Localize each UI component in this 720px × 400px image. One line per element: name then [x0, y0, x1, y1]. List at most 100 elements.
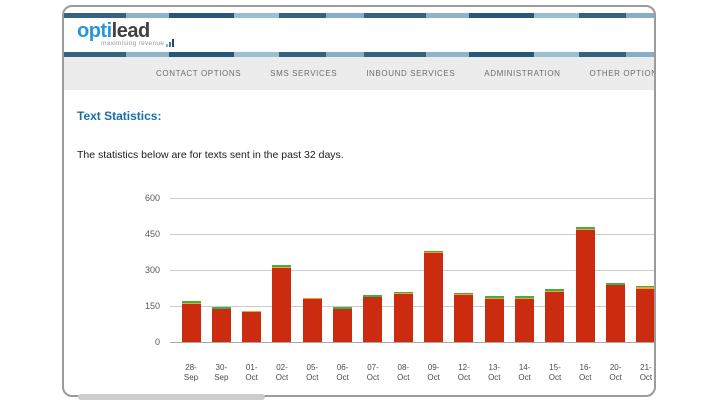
- logo-tagline: maximising revenue: [101, 40, 165, 47]
- main-navigation: CONTACT OPTIONS SMS SERVICES INBOUND SER…: [64, 57, 654, 90]
- red-segment: [575, 229, 595, 342]
- red-segment: [545, 292, 565, 342]
- x-tick-label-08-Oct: 08- Oct: [397, 363, 410, 382]
- x-tick-label-13-Oct: 13- Oct: [488, 363, 501, 382]
- gridline-0: [170, 342, 654, 343]
- green-segment: [606, 283, 626, 285]
- y-tick-label-300: 300: [144, 265, 160, 275]
- nav-item-other-options[interactable]: OTHER OPTIONS: [589, 69, 654, 78]
- green-segment: [181, 301, 201, 303]
- green-segment: [363, 295, 383, 297]
- orange-segment: [575, 228, 595, 230]
- red-segment: [363, 297, 383, 342]
- plot-area: [170, 198, 654, 343]
- bar-15-Oct[interactable]: [545, 289, 565, 342]
- x-tick-label-01-Oct: 01- Oct: [245, 363, 258, 382]
- horizontal-scrollbar-thumb[interactable]: [78, 394, 265, 400]
- bar-06-Oct[interactable]: [333, 307, 353, 342]
- nav-item-inbound-services[interactable]: INBOUND SERVICES: [366, 69, 456, 78]
- orange-segment: [272, 266, 292, 269]
- red-segment: [393, 293, 413, 342]
- orange-segment: [242, 310, 262, 313]
- x-tick-label-12-Oct: 12- Oct: [457, 363, 471, 382]
- orange-segment: [484, 297, 504, 299]
- logo-text-opti: opti: [77, 20, 112, 42]
- orange-segment: [636, 287, 654, 289]
- x-tick-label-07-Oct: 07- Oct: [366, 363, 380, 382]
- nav-item-sms-services[interactable]: SMS SERVICES: [270, 69, 338, 78]
- green-segment: [272, 265, 292, 267]
- y-tick-label-150: 150: [144, 301, 160, 311]
- y-tick-label-600: 600: [144, 193, 160, 203]
- bar-16-Oct[interactable]: [575, 226, 595, 342]
- x-tick-label-14-Oct: 14- Oct: [518, 363, 531, 382]
- orange-segment: [181, 302, 201, 305]
- bar-21-Oct[interactable]: [636, 285, 654, 342]
- red-segment: [272, 268, 292, 342]
- gridline-450: [170, 234, 654, 235]
- logo-text: optilead: [77, 20, 174, 42]
- gridline-600: [170, 198, 654, 199]
- orange-segment: [454, 294, 474, 295]
- orange-segment: [545, 290, 565, 293]
- x-tick-label-15-Oct: 15- Oct: [548, 363, 562, 382]
- x-tick-label-06-Oct: 06- Oct: [336, 363, 349, 382]
- orange-segment: [302, 297, 322, 300]
- bar-09-Oct[interactable]: [424, 250, 444, 342]
- green-segment: [515, 296, 535, 298]
- red-segment: [636, 288, 654, 342]
- nav-item-administration[interactable]: ADMINISTRATION: [484, 69, 561, 78]
- red-segment: [454, 294, 474, 342]
- bar-chart-icon: [166, 39, 175, 47]
- bar-05-Oct[interactable]: [302, 297, 322, 342]
- red-segment: [515, 298, 535, 342]
- red-segment: [333, 308, 353, 342]
- bar-13-Oct[interactable]: [484, 296, 504, 342]
- optilead-logo[interactable]: optilead maximising revenue: [77, 20, 175, 47]
- nav-item-contact-options[interactable]: CONTACT OPTIONS: [156, 69, 242, 78]
- orange-segment: [363, 296, 383, 298]
- bar-14-Oct[interactable]: [515, 296, 535, 342]
- x-tick-label-20-Oct: 20- Oct: [609, 363, 622, 382]
- orange-segment: [515, 297, 535, 299]
- bar-28-Sep[interactable]: [181, 301, 201, 342]
- green-segment: [636, 285, 654, 288]
- green-segment: [484, 296, 504, 298]
- green-segment: [424, 250, 444, 253]
- x-tick-label-30-Sep: 30- Sep: [214, 363, 229, 382]
- red-segment: [181, 304, 201, 342]
- y-axis-labels: 0 150 300 450 600: [100, 193, 160, 347]
- red-segment: [424, 253, 444, 342]
- bar-02-Oct[interactable]: [272, 265, 292, 342]
- x-tick-label-05-Oct: 05- Oct: [306, 363, 319, 382]
- page-title: Text Statistics:: [77, 109, 162, 123]
- red-segment: [242, 312, 262, 342]
- red-segment: [606, 284, 626, 342]
- bar-30-Sep[interactable]: [211, 307, 231, 342]
- logo-tagline-row: maximising revenue: [77, 39, 175, 47]
- bar-07-Oct[interactable]: [363, 295, 383, 342]
- green-segment: [211, 307, 231, 309]
- green-segment: [333, 307, 353, 309]
- y-tick-label-0: 0: [154, 337, 160, 347]
- x-tick-label-21-Oct: 21- Oct: [639, 363, 653, 382]
- gridline-300: [170, 270, 654, 271]
- green-segment: [393, 291, 413, 294]
- bar-01-Oct[interactable]: [242, 310, 262, 342]
- decorative-stripe-top: [64, 13, 654, 18]
- red-segment: [211, 308, 231, 342]
- x-tick-label-09-Oct: 09- Oct: [427, 363, 440, 382]
- bar-12-Oct[interactable]: [454, 292, 474, 342]
- bar-08-Oct[interactable]: [393, 291, 413, 342]
- x-tick-label-02-Oct: 02- Oct: [275, 363, 289, 382]
- content-card: optilead maximising revenue CONTACT OPTI…: [62, 5, 656, 397]
- bar-20-Oct[interactable]: [606, 283, 626, 342]
- logo-text-lead: lead: [111, 20, 151, 42]
- green-segment: [454, 292, 474, 295]
- y-tick-label-450: 450: [144, 229, 160, 239]
- green-segment: [575, 226, 595, 229]
- x-tick-label-28-Sep: 28- Sep: [183, 363, 199, 382]
- red-segment: [484, 298, 504, 342]
